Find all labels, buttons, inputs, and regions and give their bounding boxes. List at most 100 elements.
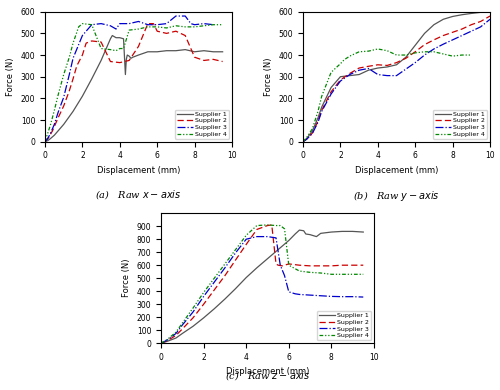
Supplier 4 (66, 55, 72, 60)
Supplier 1 (128, 56, 134, 60)
Supplier 4 (52, 108, 58, 113)
Supplier 4 (254, 223, 260, 228)
Supplier 4 (76, 25, 82, 29)
Supplier 1 (210, 50, 216, 54)
Supplier 4 (192, 25, 198, 29)
Supplier 3 (212, 280, 218, 284)
Supplier 2 (328, 90, 334, 94)
Line: Supplier 2: Supplier 2 (45, 24, 222, 142)
Supplier 1 (328, 230, 334, 234)
Supplier 2 (145, 21, 151, 26)
Supplier 4 (304, 135, 310, 140)
Supplier 1 (136, 53, 141, 57)
Supplier 1 (338, 74, 344, 79)
Supplier 4 (307, 270, 313, 275)
Supplier 3 (164, 338, 170, 342)
Supplier 3 (318, 109, 324, 114)
Supplier 1 (220, 50, 226, 54)
Supplier 1 (106, 41, 112, 46)
Supplier 3 (403, 67, 409, 71)
Supplier 2 (304, 137, 310, 142)
Supplier 1 (264, 256, 270, 261)
Supplier 2 (403, 56, 409, 60)
Supplier 4 (318, 271, 324, 275)
Supplier 4 (200, 290, 206, 295)
Supplier 3 (356, 68, 362, 73)
Supplier 1 (45, 138, 51, 143)
Supplier 4 (422, 50, 428, 54)
Supplier 1 (180, 331, 186, 336)
Supplier 2 (74, 64, 80, 68)
Supplier 1 (98, 58, 104, 63)
Supplier 2 (201, 58, 207, 63)
Supplier 3 (48, 131, 54, 135)
Supplier 4 (182, 25, 188, 29)
Line: Supplier 3: Supplier 3 (161, 237, 364, 343)
Supplier 1 (304, 136, 310, 141)
Supplier 2 (254, 227, 260, 232)
Supplier 1 (318, 105, 324, 109)
Supplier 4 (286, 263, 292, 268)
Supplier 1 (315, 115, 321, 120)
Supplier 2 (66, 89, 72, 93)
Supplier 2 (243, 242, 249, 247)
Supplier 1 (60, 122, 66, 127)
Supplier 3 (286, 289, 292, 294)
Supplier 3 (117, 21, 123, 26)
Supplier 2 (339, 263, 345, 268)
Supplier 3 (188, 21, 194, 26)
Supplier 4 (278, 223, 283, 228)
Supplier 1 (478, 10, 484, 15)
Supplier 1 (356, 72, 362, 77)
Supplier 1 (190, 324, 196, 329)
Supplier 3 (173, 331, 179, 336)
Supplier 2 (338, 78, 344, 82)
Supplier 4 (70, 41, 76, 46)
Supplier 3 (366, 66, 372, 71)
Supplier 2 (182, 33, 188, 38)
Supplier 1 (124, 53, 130, 57)
Supplier 4 (296, 269, 302, 273)
Supplier 4 (117, 46, 123, 51)
Supplier 2 (273, 262, 279, 266)
Supplier 1 (286, 238, 292, 243)
Supplier 3 (296, 292, 302, 297)
Supplier 2 (459, 27, 465, 31)
Supplier 1 (108, 36, 114, 41)
Supplier 4 (120, 46, 126, 51)
Supplier 1 (440, 17, 446, 21)
Supplier 2 (328, 264, 334, 268)
Y-axis label: Force (N): Force (N) (122, 259, 131, 298)
Supplier 2 (210, 57, 216, 62)
Y-axis label: Force (N): Force (N) (6, 57, 15, 96)
Supplier 3 (310, 131, 316, 136)
Supplier 2 (117, 60, 123, 65)
Line: Supplier 1: Supplier 1 (45, 35, 222, 142)
Supplier 3 (273, 236, 279, 240)
X-axis label: Displacement (mm): Displacement (mm) (226, 367, 309, 376)
Supplier 2 (478, 19, 484, 24)
Supplier 4 (440, 51, 446, 56)
Supplier 1 (145, 50, 151, 54)
Supplier 4 (375, 47, 381, 51)
Legend: Supplier 1, Supplier 2, Supplier 3, Supplier 4: Supplier 1, Supplier 2, Supplier 3, Supp… (175, 110, 229, 138)
Supplier 1 (360, 230, 366, 234)
Supplier 4 (126, 28, 132, 32)
Supplier 2 (318, 108, 324, 113)
Supplier 2 (154, 29, 160, 34)
Supplier 3 (42, 139, 48, 144)
Supplier 1 (110, 33, 116, 38)
Supplier 1 (80, 94, 86, 99)
Supplier 4 (384, 48, 390, 53)
Supplier 2 (280, 264, 285, 268)
Line: Supplier 4: Supplier 4 (161, 225, 364, 343)
Supplier 1 (42, 139, 48, 144)
Supplier 3 (254, 234, 260, 239)
Supplier 4 (366, 49, 372, 53)
Supplier 1 (124, 57, 130, 62)
Supplier 1 (384, 65, 390, 69)
Supplier 2 (286, 262, 292, 266)
Supplier 4 (136, 27, 141, 31)
Supplier 4 (468, 53, 474, 57)
Supplier 2 (200, 302, 206, 307)
